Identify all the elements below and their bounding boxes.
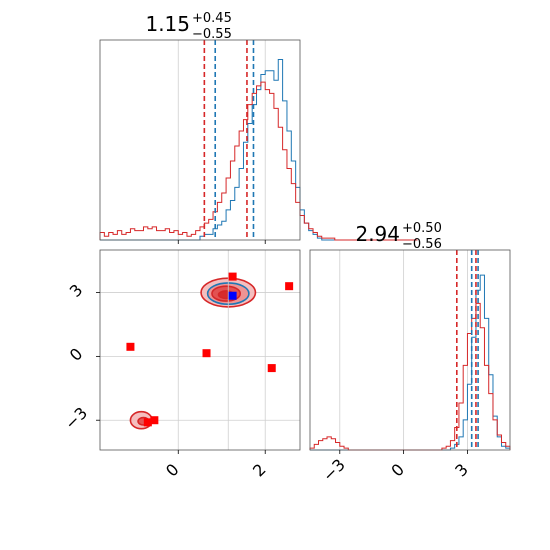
joint-red-point-2	[126, 342, 135, 351]
joint-scatter-panel: 0 2 −3 0 3	[61, 249, 301, 481]
joint-xtick-label-1: 2	[249, 460, 270, 481]
marginal-x-title-minus: −0.55	[192, 27, 232, 42]
joint-xtick-label-0: 0	[162, 460, 183, 481]
joint-ytick-label-2: 3	[66, 280, 87, 301]
marginal-x-series-1	[99, 81, 418, 241]
marginal-x-frame	[99, 39, 301, 241]
joint-red-point-6	[143, 418, 152, 427]
joint-red-point-4	[267, 364, 276, 373]
marginal-y-xtick-label-0: −3	[319, 455, 349, 485]
joint-red-point-3	[202, 349, 211, 358]
marginal-y-xtick-label-2: 3	[451, 460, 472, 481]
marginal-x-panel: 1.15 +0.45−0.55	[99, 11, 418, 244]
joint-red-point-1	[285, 282, 294, 291]
joint-ytick-label-0: −3	[61, 403, 91, 433]
joint-frame	[99, 249, 301, 451]
marginal-y-frame	[309, 249, 511, 451]
marginal-y-panel: −3 0 3 2.94 +0.50−0.56	[309, 221, 511, 485]
marginal-y-xtick-label-1: 0	[387, 460, 408, 481]
marginal-x-series-0	[100, 59, 418, 241]
joint-ytick-label-1: 0	[66, 344, 87, 365]
marginal-x-title-plus: +0.45	[192, 11, 232, 26]
marginal-x-title-value: 1.15	[145, 12, 190, 36]
joint-red-point-0	[228, 272, 237, 281]
joint-red-point-5	[150, 416, 159, 425]
marginal-y-title-value: 2.94	[355, 222, 400, 246]
marginal-y-title-minus: −0.56	[402, 237, 442, 252]
joint-blue-point-0	[228, 291, 237, 300]
marginal-y-title-plus: +0.50	[402, 221, 442, 236]
